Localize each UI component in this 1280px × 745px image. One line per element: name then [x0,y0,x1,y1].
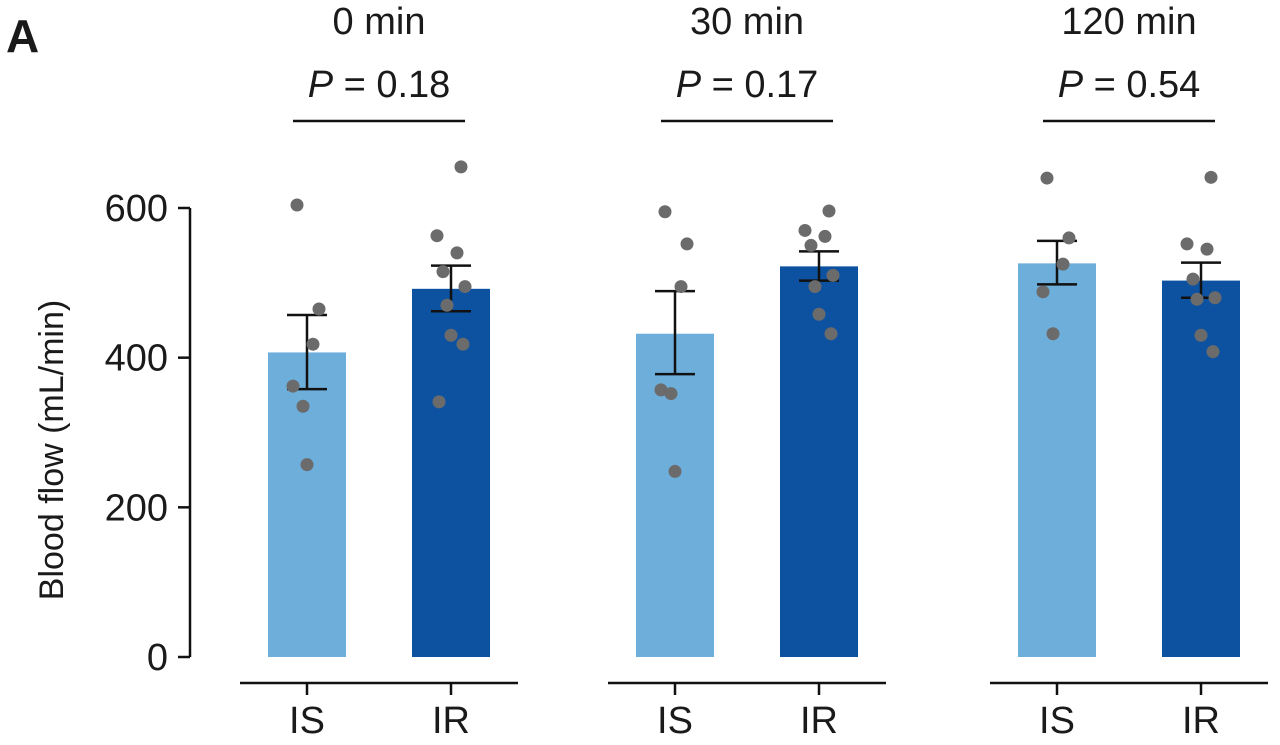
p-symbol: P [1058,64,1084,106]
data-point [798,223,812,237]
y-tick-label: 600 [105,188,168,230]
data-point [306,337,320,351]
p-value: = 0.18 [333,64,450,106]
data-point [1180,237,1194,251]
data-point [668,464,682,478]
data-point [436,265,450,279]
panel-label: A [6,10,39,62]
p-value: = 0.54 [1083,64,1200,106]
data-point [1206,345,1220,359]
data-point [1040,171,1054,185]
group-title: 120 min [1061,1,1196,43]
bar-ir [1162,280,1240,657]
y-axis: 0 200 400 600 Blood flow (mL/min) [33,188,192,679]
bar-group-ir: IR [780,204,858,742]
data-point [454,160,468,174]
p-symbol: P [676,64,702,106]
bar-is [1018,263,1096,657]
x-tick-label: IR [800,700,838,742]
y-axis-title: Blood flow (mL/min) [33,300,71,600]
data-point [1204,170,1218,184]
bar-is [268,352,346,657]
x-tick-label: IR [432,700,470,742]
group-title: 30 min [690,1,804,43]
y-tick-label: 200 [105,487,168,529]
data-point [658,205,672,219]
data-point [824,327,838,341]
bar-ir [412,288,490,657]
bar-group-ir: IR [412,160,490,742]
group-1: 30 min P = 0.17 IS IR [608,1,886,742]
x-tick-label: IS [1039,700,1075,742]
data-point [1062,231,1076,245]
data-point [286,379,300,393]
y-tick-label: 400 [105,338,168,380]
data-point [456,337,470,351]
group-title: 0 min [333,1,426,43]
y-tick-label: 0 [147,637,168,679]
p-value-label: P = 0.54 [1058,64,1201,106]
p-value-label: P = 0.18 [308,64,451,106]
data-point [654,383,668,397]
data-point [444,328,458,342]
bar-ir [780,266,858,657]
data-point [812,307,826,321]
group-0: 0 min P = 0.18 IS IR [240,1,518,742]
data-point [432,395,446,409]
x-tick-label: IS [289,700,325,742]
data-point [664,387,678,401]
data-point [1208,291,1222,305]
data-point [1200,242,1214,256]
data-point [1046,327,1060,341]
group-2: 120 min P = 0.54 IS IR [990,1,1268,742]
data-point [430,229,444,243]
data-point [822,204,836,218]
data-point [826,268,840,282]
data-point [312,302,326,316]
bar-group-ir: IR [1162,170,1240,742]
data-point [1194,328,1208,342]
data-point [808,280,822,294]
data-point [450,246,464,260]
bar-group-is: IS [636,205,714,742]
p-symbol: P [308,64,334,106]
data-point [1186,272,1200,286]
bar-group-is: IS [268,198,346,742]
data-point [1036,285,1050,299]
data-point [296,399,310,413]
data-point [290,198,304,212]
data-point [680,237,694,251]
data-point [818,229,832,243]
bar-is [636,333,714,657]
data-point [674,280,688,294]
data-point [300,458,314,472]
data-point [458,280,472,294]
data-point [440,298,454,312]
p-value: = 0.17 [701,64,818,106]
x-tick-label: IS [657,700,693,742]
p-value-label: P = 0.17 [676,64,819,106]
error-bar [655,289,695,376]
bar-group-is: IS [1018,171,1096,742]
data-point [1056,257,1070,271]
x-tick-label: IR [1182,700,1220,742]
data-point [1190,292,1204,306]
data-point [804,238,818,252]
